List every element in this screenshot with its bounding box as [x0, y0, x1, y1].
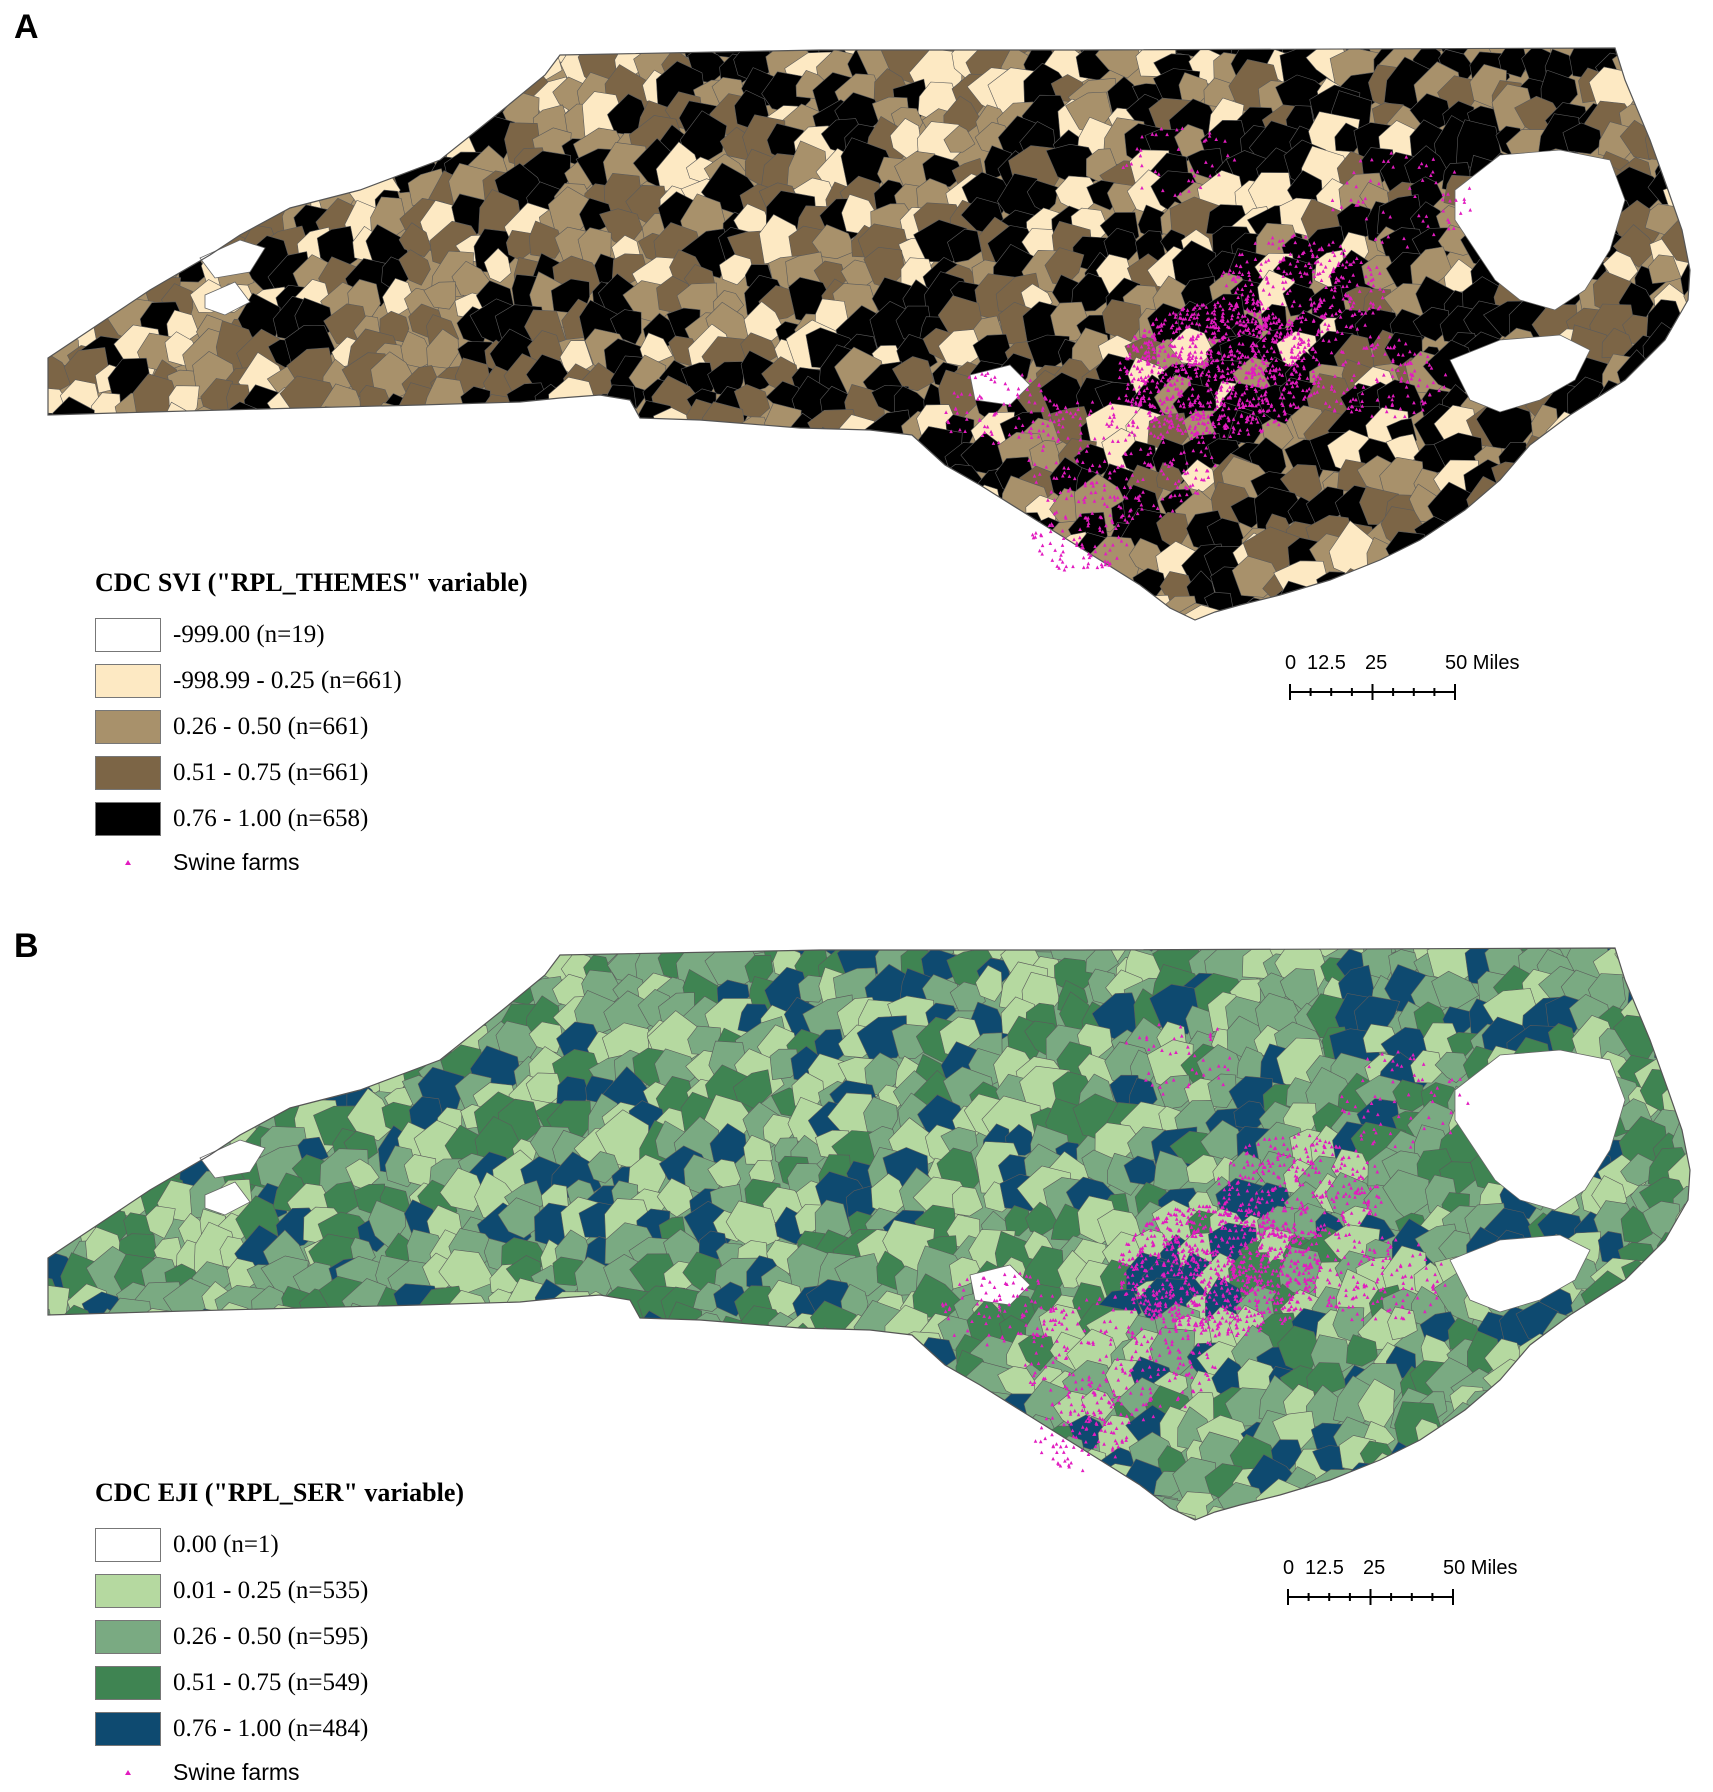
- panel-b: B CDC EJI ("RPL_SER" variable) 0.00 (n=1…: [0, 905, 1713, 1785]
- swine-farm-marker: [1051, 558, 1055, 562]
- swine-farm-marker: [1063, 1459, 1067, 1463]
- scale-bar: 0 12.5 25 50 Miles: [1283, 1557, 1543, 1617]
- swine-farm-marker: [1061, 1438, 1065, 1442]
- legend-swatch: [95, 1712, 161, 1746]
- legend-label: 0.76 - 1.00 (n=484): [173, 1715, 368, 1743]
- legend-label: -998.99 - 0.25 (n=661): [173, 667, 402, 695]
- legend-item: 0.51 - 0.75 (n=661): [95, 750, 528, 796]
- swine-farm-marker: [1066, 1457, 1070, 1461]
- scale-bar-ruler: [1285, 680, 1465, 704]
- swine-farm-marker: [1040, 1451, 1044, 1455]
- swine-farm-marker: [1072, 1445, 1076, 1449]
- legend-label: -999.00 (n=19): [173, 621, 325, 649]
- swine-farm-marker: [1034, 1439, 1038, 1443]
- swine-farm-marker: [1062, 1450, 1066, 1454]
- legend-label: 0.51 - 0.75 (n=661): [173, 759, 368, 787]
- legend-label: 0.26 - 0.50 (n=661): [173, 713, 368, 741]
- scale-bar: 0 12.5 25 50 Miles: [1285, 652, 1545, 712]
- legend-title: CDC SVI ("RPL_THEMES" variable): [95, 568, 528, 598]
- panel-a: A CDC SVI ("RPL_THEMES" variable) -999.0…: [0, 0, 1713, 900]
- scale-bar-ruler: [1283, 1585, 1463, 1609]
- legend-swatch: [95, 802, 161, 836]
- swine-farm-marker: [1058, 557, 1062, 561]
- swine-farm-marker: [1034, 531, 1038, 535]
- swine-farm-marker: [1087, 562, 1091, 566]
- svi-legend: CDC SVI ("RPL_THEMES" variable) -999.00 …: [95, 568, 528, 882]
- legend-label: Swine farms: [173, 849, 300, 876]
- legend-item: 0.00 (n=1): [95, 1522, 464, 1568]
- legend-label: 0.76 - 1.00 (n=658): [173, 805, 368, 833]
- swine-farm-marker: [1064, 564, 1068, 568]
- swine-farm-marker: [1096, 565, 1100, 569]
- swine-farm-marker: [1061, 550, 1065, 554]
- swine-farm-marker: [1071, 565, 1075, 569]
- swine-farm-marker: [1040, 1426, 1044, 1430]
- legend-item: -999.00 (n=19): [95, 612, 528, 658]
- legend-title: CDC EJI ("RPL_SER" variable): [95, 1478, 464, 1508]
- swine-farm-marker: [1061, 543, 1065, 547]
- legend-swatch: [95, 1528, 161, 1562]
- swine-farm-marker: [1059, 1445, 1063, 1449]
- swine-farm-marker: [1055, 1450, 1059, 1454]
- scale-tick-label: 0: [1285, 652, 1296, 675]
- swine-farm-marker: [1043, 1437, 1047, 1441]
- legend-swatch: [95, 710, 161, 744]
- legend-label: 0.00 (n=1): [173, 1531, 279, 1559]
- triangle-marker-icon: [95, 1770, 161, 1775]
- swine-farm-marker: [1082, 556, 1086, 560]
- swine-farm-marker: [1051, 1457, 1055, 1461]
- legend-swatch: [95, 664, 161, 698]
- swine-farm-marker: [1082, 566, 1086, 570]
- legend-item: 0.51 - 0.75 (n=549): [95, 1660, 464, 1706]
- scale-tick-label: 12.5: [1305, 1557, 1344, 1580]
- swine-farm-marker: [1086, 565, 1090, 569]
- scale-tick-label: 25: [1363, 1557, 1385, 1580]
- legend-label: 0.51 - 0.75 (n=549): [173, 1669, 368, 1697]
- legend-swatch: [95, 1666, 161, 1700]
- swine-farm-marker: [1050, 1433, 1054, 1437]
- scale-tick-label: 50 Miles: [1443, 1557, 1517, 1580]
- census-tracts: [0, 940, 1713, 1570]
- legend-swatch: [95, 1574, 161, 1608]
- triangle-marker-icon: [95, 860, 161, 865]
- legend-item: 0.26 - 0.50 (n=595): [95, 1614, 464, 1660]
- legend-item: 0.01 - 0.25 (n=535): [95, 1568, 464, 1614]
- legend-swatch: [95, 618, 161, 652]
- legend-item-swine-farms: Swine farms: [95, 1752, 464, 1792]
- legend-item: 0.76 - 1.00 (n=658): [95, 796, 528, 842]
- swine-farm-marker: [1039, 1440, 1043, 1444]
- swine-farm-marker: [1041, 544, 1045, 548]
- scale-tick-label: 50 Miles: [1445, 652, 1519, 675]
- swine-farm-marker: [1081, 1469, 1085, 1473]
- legend-label: 0.01 - 0.25 (n=535): [173, 1577, 368, 1605]
- legend-swatch: [95, 1620, 161, 1654]
- swine-farm-marker: [1049, 541, 1053, 545]
- swine-farm-marker: [1031, 533, 1035, 537]
- swine-farm-marker: [1059, 553, 1063, 557]
- swine-farm-marker: [1064, 1444, 1068, 1448]
- legend-label: Swine farms: [173, 1759, 300, 1786]
- legend-label: 0.26 - 0.50 (n=595): [173, 1623, 368, 1651]
- swine-farm-marker: [1038, 549, 1042, 553]
- scale-tick-label: 12.5: [1307, 652, 1346, 675]
- legend-item: -998.99 - 0.25 (n=661): [95, 658, 528, 704]
- legend-item: 0.76 - 1.00 (n=484): [95, 1706, 464, 1752]
- swine-farm-marker: [1039, 533, 1043, 537]
- legend-swatch: [95, 756, 161, 790]
- swine-farm-marker: [1069, 1461, 1073, 1465]
- swine-farm-marker: [1053, 548, 1057, 552]
- legend-item-swine-farms: Swine farms: [95, 842, 528, 882]
- eji-legend: CDC EJI ("RPL_SER" variable) 0.00 (n=1) …: [95, 1478, 464, 1792]
- swine-farm-marker: [1100, 562, 1104, 566]
- scale-tick-label: 25: [1365, 652, 1387, 675]
- swine-farm-marker: [1063, 568, 1067, 572]
- swine-farm-marker: [1040, 552, 1044, 556]
- scale-tick-label: 0: [1283, 1557, 1294, 1580]
- legend-item: 0.26 - 0.50 (n=661): [95, 704, 528, 750]
- swine-farm-marker: [1055, 1442, 1059, 1446]
- swine-farm-marker: [1055, 564, 1059, 568]
